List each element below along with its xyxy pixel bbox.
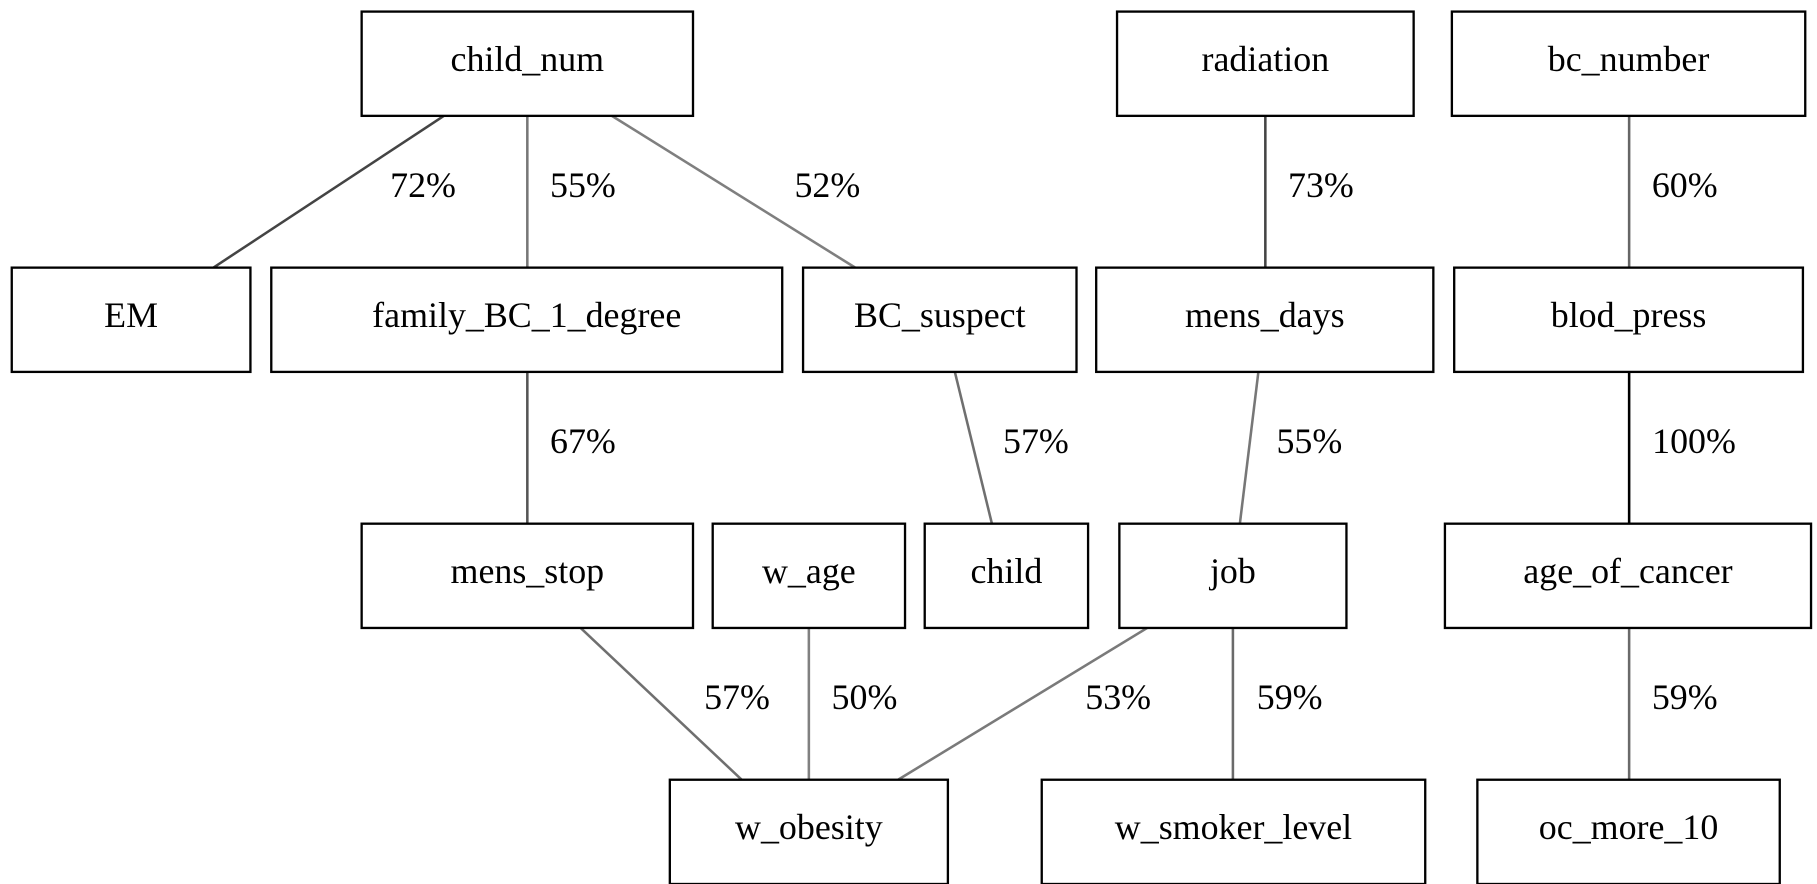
node-box [360, 10, 695, 118]
edge-label: 53% [1085, 677, 1151, 717]
node-label: blod_press [1551, 295, 1707, 335]
node-label: radiation [1202, 39, 1330, 79]
node-box [270, 266, 784, 374]
node-box [1453, 266, 1805, 374]
node-label: mens_days [1185, 295, 1345, 335]
node-box [1450, 10, 1807, 118]
node-label: family_BC_1_degree [372, 295, 681, 335]
node-label: EM [104, 295, 158, 335]
node-label: age_of_cancer [1523, 551, 1732, 591]
node-box [1118, 522, 1348, 630]
edge [897, 626, 1148, 781]
node-box [1115, 10, 1415, 118]
edge [611, 114, 856, 269]
node-label: oc_more_10 [1539, 807, 1718, 847]
edge-label: 57% [1003, 421, 1069, 461]
edge [579, 627, 743, 781]
edge [953, 371, 994, 524]
node-box [1443, 522, 1813, 630]
node-label: w_age [762, 551, 856, 591]
node-box [1040, 778, 1427, 884]
edge [1238, 371, 1260, 524]
node-box [923, 522, 1090, 630]
node-label: bc_number [1548, 39, 1710, 79]
node-label: w_smoker_level [1115, 807, 1352, 847]
node-label: mens_stop [451, 551, 605, 591]
edge-label: 73% [1288, 165, 1354, 205]
node-box [1095, 266, 1435, 374]
node-box [360, 522, 695, 630]
edge-label: 55% [550, 165, 616, 205]
edge-label: 50% [832, 677, 898, 717]
edge-label: 55% [1276, 421, 1342, 461]
node-label: BC_suspect [854, 295, 1026, 335]
edge-label: 67% [550, 421, 616, 461]
node-label: child_num [451, 39, 605, 79]
edge-label: 60% [1652, 165, 1718, 205]
edge-label: 59% [1652, 677, 1718, 717]
edge-label: 52% [794, 165, 860, 205]
edge-label: 72% [390, 165, 456, 205]
edge-label: 59% [1257, 677, 1323, 717]
node-label: child [971, 551, 1043, 591]
node-box [711, 522, 907, 630]
node-box [668, 778, 950, 884]
node-label: job [1208, 551, 1256, 591]
node-box [1476, 778, 1781, 884]
edge [212, 114, 445, 269]
node-label: w_obesity [735, 807, 883, 847]
node-box [801, 266, 1078, 374]
edge-label: 100% [1652, 421, 1736, 461]
node-box [10, 266, 252, 374]
edge-label: 57% [704, 677, 770, 717]
